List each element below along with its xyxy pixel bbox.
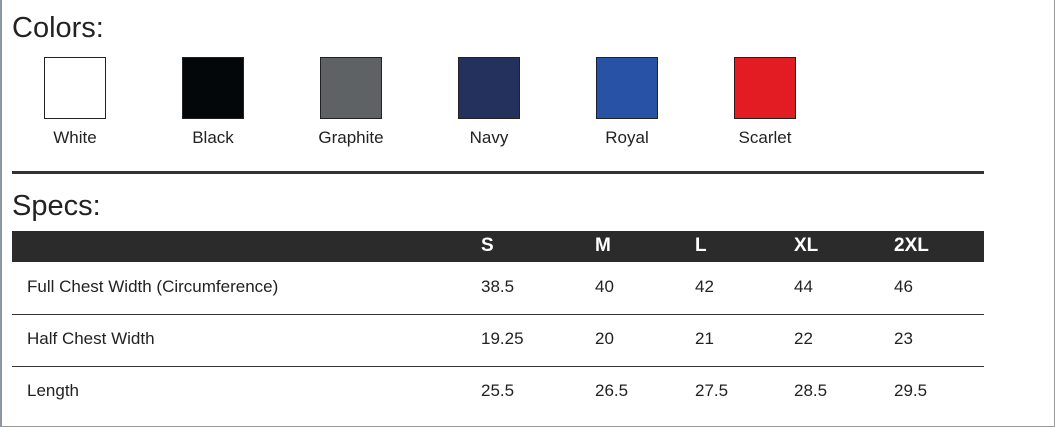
color-swatch[interactable] <box>320 57 382 119</box>
cell-value: 38.5 <box>481 277 515 296</box>
specs-heading: Specs: <box>12 190 101 222</box>
color-swatch[interactable] <box>44 57 106 119</box>
row-label: Half Chest Width <box>27 329 155 348</box>
cell-value: 21 <box>695 329 714 348</box>
cell-value: 42 <box>695 277 714 296</box>
colors-heading: Colors: <box>12 12 104 44</box>
color-name: Graphite <box>318 128 384 147</box>
cell-value: 23 <box>894 329 913 348</box>
cell-value: 44 <box>794 277 813 296</box>
cell-value: 25.5 <box>481 381 515 400</box>
cell-value: 46 <box>894 277 913 296</box>
cell-value: 28.5 <box>794 381 828 400</box>
row-label: Length <box>27 381 79 400</box>
cell-value: 29.5 <box>894 381 928 400</box>
size-header: L <box>695 235 707 256</box>
cell-value: 20 <box>595 329 614 348</box>
color-swatch[interactable] <box>182 57 244 119</box>
cell-value: 26.5 <box>595 381 629 400</box>
size-header: M <box>595 235 611 256</box>
color-name: White <box>53 128 97 147</box>
cell-value: 27.5 <box>695 381 729 400</box>
size-header: S <box>481 235 494 256</box>
table-row <box>12 262 984 315</box>
cell-value: 19.25 <box>481 329 524 348</box>
size-header: XL <box>794 235 819 256</box>
color-swatch[interactable] <box>596 57 658 119</box>
row-label: Full Chest Width (Circumference) <box>27 277 279 296</box>
color-name: Black <box>192 128 234 147</box>
table-row <box>12 314 984 367</box>
color-name: Scarlet <box>738 128 792 147</box>
cell-value: 40 <box>595 277 614 296</box>
color-swatch[interactable] <box>458 57 520 119</box>
size-header: 2XL <box>894 235 929 256</box>
divider <box>12 171 984 174</box>
color-name: Royal <box>605 128 649 147</box>
table-header <box>12 231 984 262</box>
color-name: Navy <box>469 128 509 147</box>
color-swatch[interactable] <box>734 57 796 119</box>
cell-value: 22 <box>794 329 813 348</box>
